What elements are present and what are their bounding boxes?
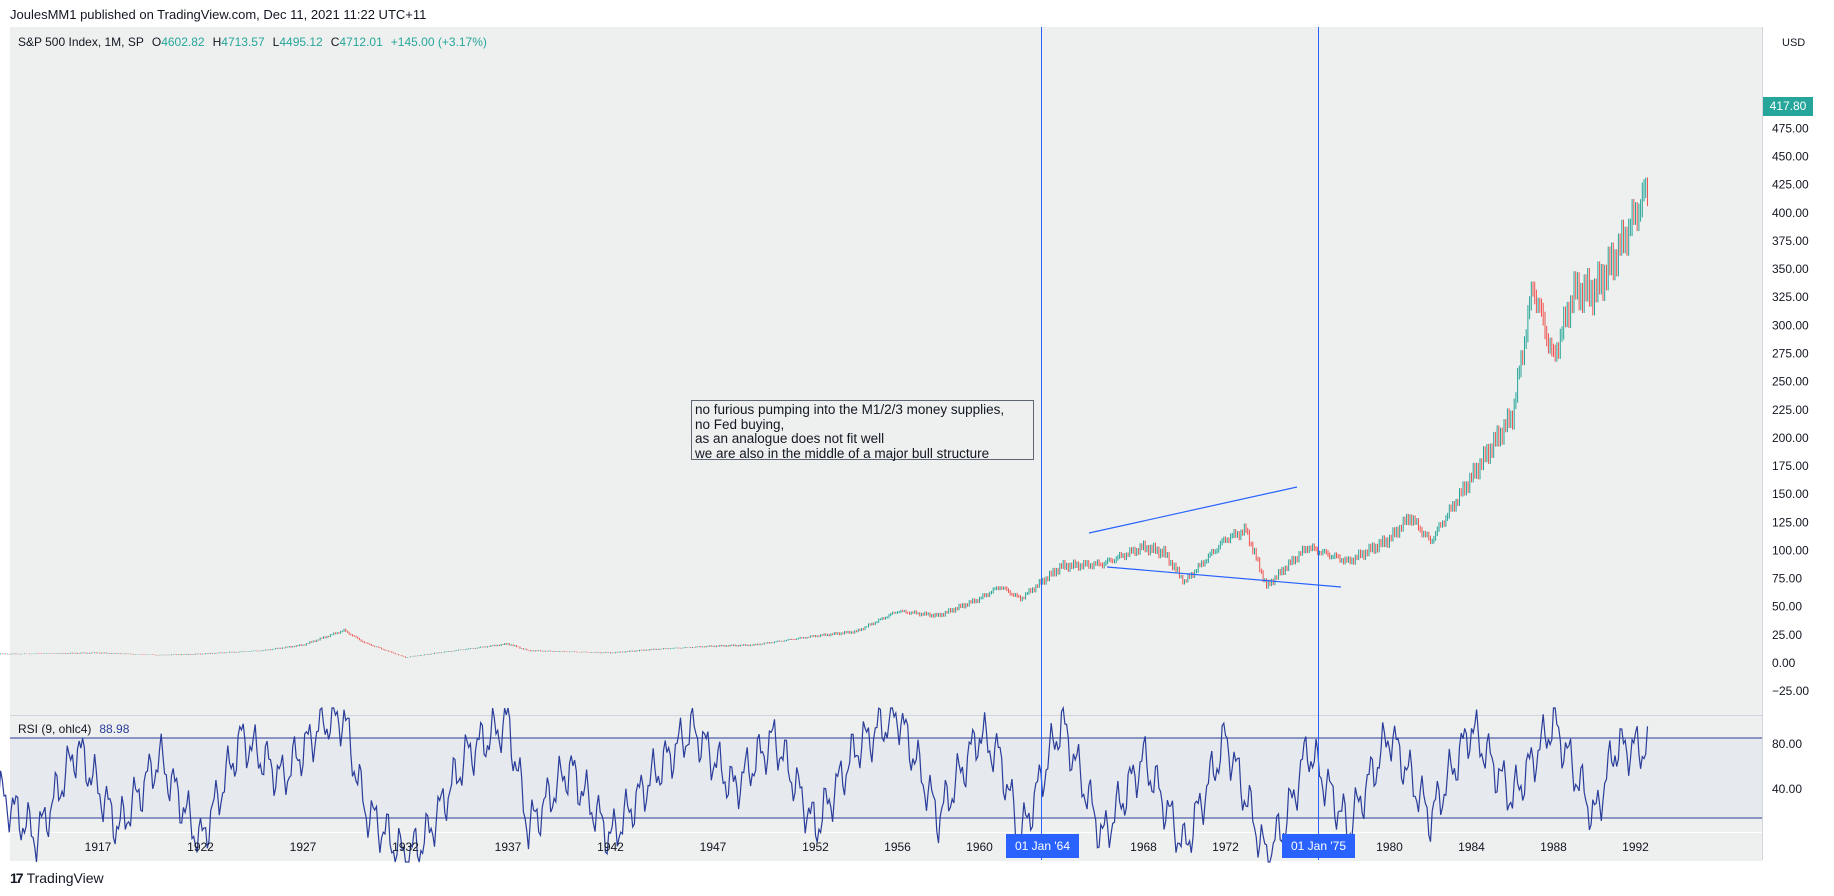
price-axis-label: 325.00	[1772, 290, 1809, 304]
ohlc-open: O4602.82	[151, 35, 205, 49]
price-change: +145.00 (+3.17%)	[390, 35, 487, 49]
triangle-lower-trendline	[1106, 566, 1342, 588]
date-marker-tag-1964[interactable]: 01 Jan '64	[1006, 834, 1080, 858]
rsi-value: 88.98	[99, 722, 130, 736]
time-axis-label: 1922	[187, 840, 214, 854]
price-axis-label: 425.00	[1772, 178, 1809, 192]
time-axis-label: 1917	[85, 840, 112, 854]
time-axis-label: 1984	[1458, 840, 1485, 854]
time-axis-label: 1937	[495, 840, 522, 854]
rsi-axis-label-80: 80.00	[1772, 737, 1802, 751]
ohlc-low: L4495.12	[272, 35, 323, 49]
note-line: as an analogue does not fit well	[695, 431, 885, 446]
price-axis-label: 475.00	[1772, 121, 1809, 135]
price-axis-label: 150.00	[1772, 487, 1809, 501]
price-axis-label: 450.00	[1772, 150, 1809, 164]
time-axis-label: 1988	[1540, 840, 1567, 854]
time-axis: 1917 1922 1927 1932 1937 1942 1947 1952 1956 1960…	[85, 840, 1650, 854]
rsi-axis-label-40: 40.00	[1772, 782, 1802, 796]
price-axis-label: 275.00	[1772, 347, 1809, 361]
price-axis-label: 250.00	[1772, 375, 1809, 389]
symbol-legend[interactable]: S&P 500 Index, 1M, SP O4602.82 H4713.57 …	[18, 35, 487, 49]
time-axis-pane	[10, 833, 1762, 861]
publish-info: JoulesMM1 published on TradingView.com, …	[10, 7, 427, 22]
tradingview-brand: TradingView	[26, 870, 104, 886]
time-axis-label: 1952	[802, 840, 829, 854]
currency-label: USD	[1782, 37, 1805, 49]
price-axis-label: 400.00	[1772, 206, 1809, 220]
ohlc-high: H4713.57	[212, 35, 265, 49]
price-axis-label: 300.00	[1772, 318, 1809, 332]
time-axis-label: 1927	[290, 840, 317, 854]
last-price-tag: 417.80	[1763, 97, 1813, 116]
price-axis-label: 100.00	[1772, 543, 1809, 557]
price-axis-label: 25.00	[1772, 628, 1802, 642]
price-axis-label: −25.00	[1772, 684, 1809, 698]
time-axis-label: 1960	[966, 840, 993, 854]
tradingview-footer[interactable]: 17 TradingView	[10, 870, 104, 886]
time-axis-label: 1972	[1212, 840, 1239, 854]
tradingview-logo-icon: 17	[10, 870, 24, 886]
time-axis-label: 1942	[597, 840, 624, 854]
rsi-line	[0, 705, 1649, 863]
price-candles	[0, 177, 1648, 658]
price-axis-label: 75.00	[1772, 572, 1802, 586]
price-axis-label: 0.00	[1772, 656, 1796, 670]
time-axis-label: 1968	[1130, 840, 1157, 854]
time-axis-label: 1980	[1376, 840, 1403, 854]
price-axis-label: 200.00	[1772, 431, 1809, 445]
time-axis-label: 1932	[392, 840, 419, 854]
time-axis-label: 1992	[1622, 840, 1649, 854]
note-line: no Fed buying,	[695, 416, 785, 432]
note-line: we are also in the middle of a major bul…	[695, 445, 990, 461]
price-axis-label: 175.00	[1772, 459, 1809, 473]
rsi-legend[interactable]: RSI (9, ohlc4) 88.98	[18, 722, 129, 736]
price-axis-label: 125.00	[1772, 515, 1809, 529]
note-line: no furious pumping into the M1/2/3 money…	[695, 402, 1005, 417]
price-axis-label: 50.00	[1772, 600, 1802, 614]
ohlc-close: C4712.01	[330, 35, 383, 49]
rsi-name[interactable]: RSI (9, ohlc4)	[18, 722, 92, 736]
symbol-name[interactable]: S&P 500 Index, 1M, SP	[18, 35, 144, 49]
time-axis-label: 1947	[700, 840, 727, 854]
price-axis-label: 350.00	[1772, 262, 1809, 276]
time-axis-label: 1956	[884, 840, 911, 854]
price-axis-label: 225.00	[1772, 403, 1809, 417]
price-axis-label: 375.00	[1772, 234, 1809, 248]
annotation-note[interactable]: no furious pumping into the M1/2/3 money…	[691, 400, 1034, 460]
date-marker-tag-1975[interactable]: 01 Jan '75	[1282, 834, 1356, 858]
price-pane	[10, 27, 1762, 715]
price-axis: 475.00 450.00 425.00 400.00 375.00 350.00 325.…	[1772, 121, 1809, 698]
triangle-upper-trendline	[1088, 486, 1298, 534]
